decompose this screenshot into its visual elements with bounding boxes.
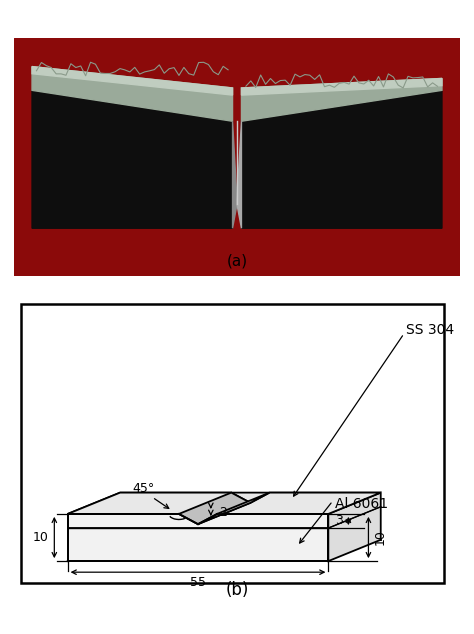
- Polygon shape: [241, 91, 442, 228]
- Text: 2: 2: [219, 505, 227, 519]
- Text: Al 6061: Al 6061: [335, 497, 388, 511]
- Polygon shape: [179, 493, 250, 524]
- Text: 3: 3: [335, 515, 343, 527]
- Text: 10: 10: [374, 529, 387, 545]
- Polygon shape: [68, 528, 328, 561]
- Polygon shape: [32, 67, 233, 95]
- Polygon shape: [32, 67, 233, 121]
- Text: (b): (b): [225, 581, 249, 599]
- Polygon shape: [32, 91, 233, 228]
- Text: 55: 55: [190, 576, 206, 589]
- Text: 10: 10: [33, 531, 49, 544]
- Polygon shape: [68, 514, 328, 528]
- Text: (a): (a): [227, 254, 247, 269]
- Polygon shape: [237, 121, 241, 228]
- Text: SS 304: SS 304: [406, 323, 455, 337]
- Polygon shape: [241, 79, 442, 121]
- Polygon shape: [198, 493, 270, 524]
- Polygon shape: [241, 79, 442, 95]
- Polygon shape: [68, 493, 381, 524]
- Polygon shape: [68, 493, 381, 514]
- Polygon shape: [328, 493, 381, 561]
- Polygon shape: [233, 121, 237, 228]
- Bar: [21, 304, 444, 583]
- Text: 45°: 45°: [132, 482, 155, 495]
